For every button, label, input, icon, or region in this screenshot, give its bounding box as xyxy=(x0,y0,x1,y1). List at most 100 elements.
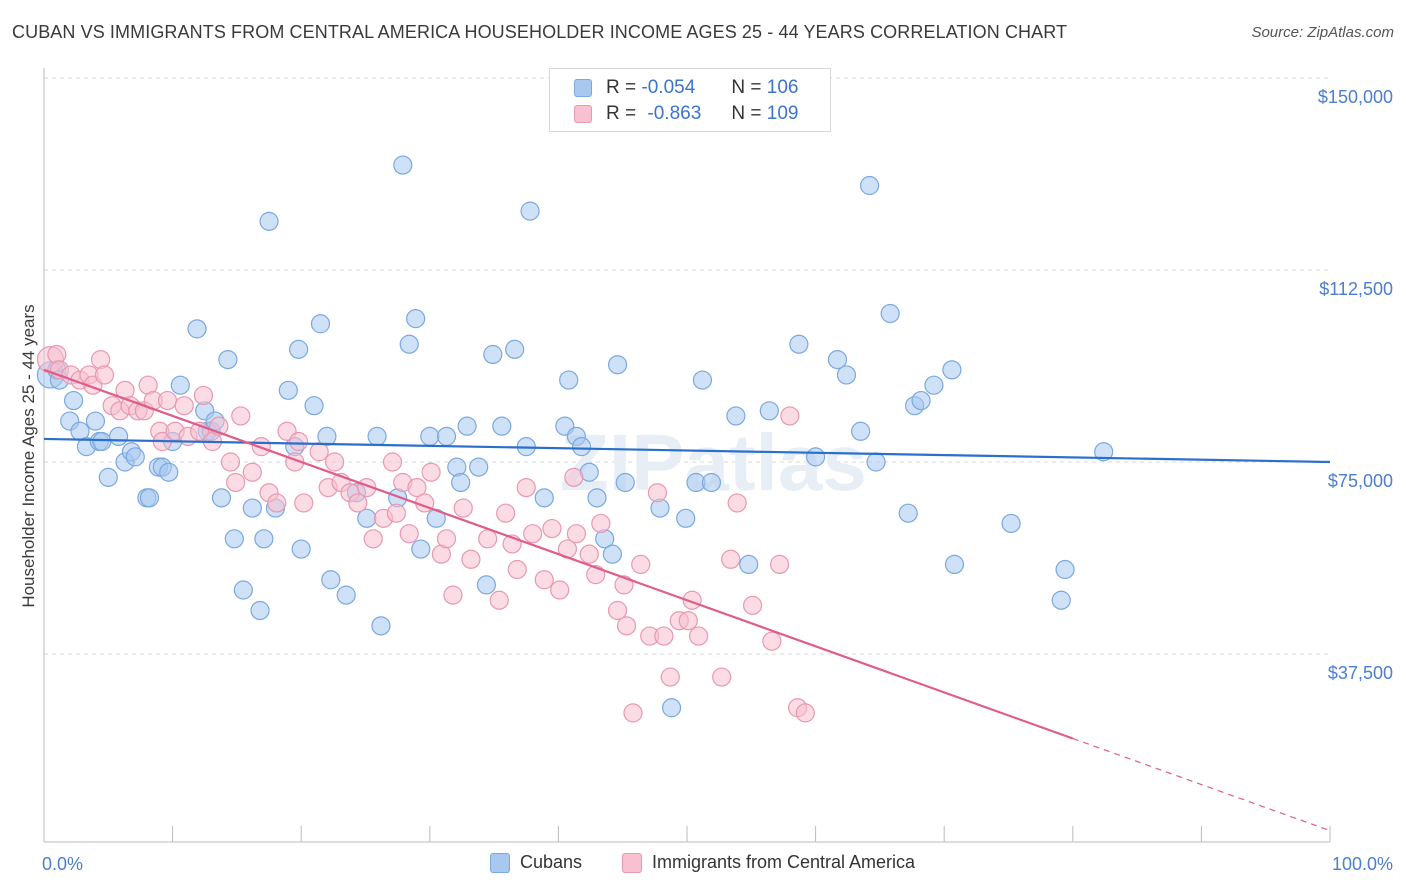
data-point xyxy=(443,585,463,605)
data-point xyxy=(712,667,732,687)
bottom-legend-cubans: Cubans xyxy=(490,852,582,873)
data-point xyxy=(780,406,800,426)
data-point xyxy=(795,703,815,723)
y-tick-label: $112,500 xyxy=(1319,279,1393,299)
bottom-legend-swatch-central-america xyxy=(622,852,642,873)
data-point xyxy=(453,498,473,518)
data-point xyxy=(827,350,848,370)
data-point xyxy=(348,493,368,513)
y-tick-labels: $37,500 $75,000 $112,500 $150,000 xyxy=(1318,87,1393,683)
data-point xyxy=(242,498,262,518)
data-point xyxy=(944,554,965,575)
data-point xyxy=(157,390,178,411)
legend: R = -0.054 N = 106 R = -0.863 N = 109 xyxy=(549,68,831,132)
data-point xyxy=(386,503,406,523)
trend-line-central-america xyxy=(43,368,1074,740)
data-point xyxy=(289,431,309,452)
data-point xyxy=(496,503,516,523)
x-tick-labels: 0.0% 100.0% xyxy=(42,854,1393,874)
data-point xyxy=(721,549,741,569)
data-point xyxy=(363,529,383,549)
data-point xyxy=(220,452,241,472)
data-point xyxy=(542,518,562,539)
grid-lines xyxy=(44,77,1330,655)
legend-row-cubans: R = -0.054 N = 106 xyxy=(574,76,798,100)
data-point xyxy=(420,426,440,446)
data-point xyxy=(174,396,194,416)
data-point xyxy=(291,539,311,559)
data-point xyxy=(211,488,232,508)
data-point xyxy=(489,590,509,610)
data-point xyxy=(559,370,579,390)
data-point xyxy=(317,426,337,446)
data-point xyxy=(534,488,554,508)
data-point xyxy=(571,437,592,457)
legend-r-label: R = xyxy=(606,77,637,98)
y-tick-label: $37,500 xyxy=(1328,663,1393,683)
trend-lines xyxy=(43,368,1331,832)
x-tick-marks xyxy=(172,826,1331,842)
data-point xyxy=(267,493,287,513)
data-point xyxy=(516,478,536,498)
data-point xyxy=(226,472,246,493)
data-point xyxy=(534,570,554,590)
data-point xyxy=(139,488,160,508)
data-point xyxy=(924,375,944,395)
data-point xyxy=(382,452,403,472)
data-point xyxy=(250,600,270,621)
data-point xyxy=(94,365,115,385)
data-point xyxy=(421,462,441,482)
data-point xyxy=(602,544,623,564)
data-point xyxy=(762,631,782,651)
data-point xyxy=(607,355,628,375)
data-point xyxy=(866,452,886,472)
data-point xyxy=(805,447,826,467)
data-point xyxy=(742,595,763,615)
data-point xyxy=(1001,513,1021,534)
data-point xyxy=(1094,442,1114,462)
data-point xyxy=(436,529,457,549)
data-point xyxy=(739,554,759,575)
data-point xyxy=(579,544,599,564)
legend-n-value: 109 xyxy=(766,103,799,124)
data-point xyxy=(406,309,426,329)
data-point xyxy=(63,390,84,411)
data-point xyxy=(616,616,637,636)
data-point xyxy=(476,575,496,595)
series-central-america xyxy=(36,344,815,723)
series-cubans xyxy=(36,155,1114,718)
data-point xyxy=(461,549,481,569)
data-point xyxy=(399,524,419,544)
data-point xyxy=(436,426,457,446)
data-point xyxy=(631,554,651,575)
data-point xyxy=(678,611,698,631)
bottom-legend-swatch-cubans xyxy=(490,852,510,873)
data-point xyxy=(520,201,540,221)
data-point xyxy=(727,493,747,513)
data-point xyxy=(289,339,309,359)
x-tick-label: 100.0% xyxy=(1332,854,1393,874)
data-point xyxy=(789,334,809,354)
data-point xyxy=(564,467,584,487)
data-point xyxy=(661,698,682,718)
data-point xyxy=(325,452,345,472)
data-point xyxy=(254,529,274,549)
data-point xyxy=(505,339,525,359)
data-point xyxy=(399,334,419,354)
chart-title: CUBAN VS IMMIGRANTS FROM CENTRAL AMERICA… xyxy=(12,22,1068,42)
data-point xyxy=(880,303,900,324)
legend-r-label: R = xyxy=(606,103,637,124)
data-point xyxy=(294,493,314,513)
bottom-legend-central-america: Immigrants from Central America xyxy=(622,852,915,873)
legend-row-central-america: R = -0.863 N = 109 xyxy=(574,102,798,126)
data-point xyxy=(688,626,709,646)
y-tick-label: $150,000 xyxy=(1318,87,1393,107)
legend-r-value: -0.863 xyxy=(647,103,702,124)
data-point xyxy=(607,600,628,621)
data-point xyxy=(451,472,471,493)
data-point xyxy=(654,626,674,646)
legend-swatch-central-america xyxy=(574,105,592,123)
legend-n-label: N = xyxy=(731,103,762,124)
legend-swatch-cubans xyxy=(574,79,592,97)
